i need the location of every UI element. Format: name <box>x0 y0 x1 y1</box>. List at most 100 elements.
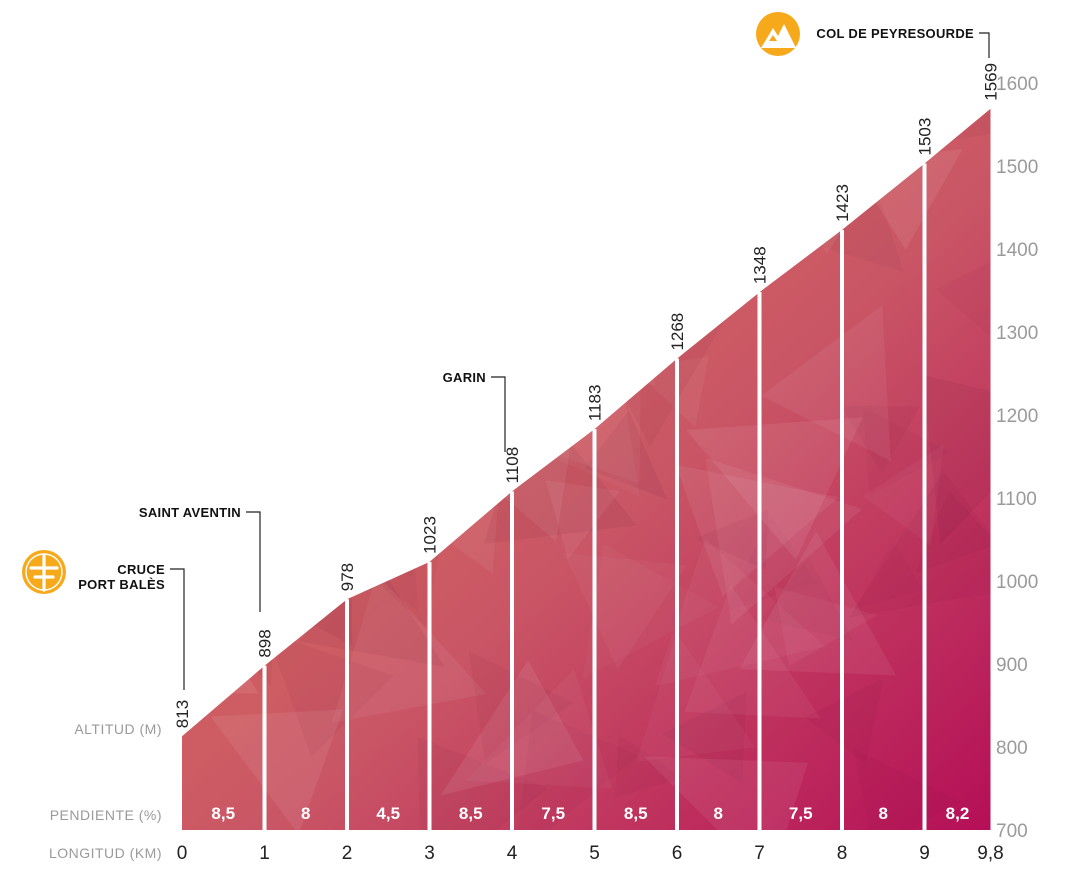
texture-facet <box>268 342 408 442</box>
altitude-value-label: 1108 <box>503 447 522 484</box>
texture-facet <box>935 260 991 341</box>
texture-facet <box>465 108 626 259</box>
altitude-value-label: 898 <box>256 629 275 657</box>
texture-facet <box>922 374 991 544</box>
texture-facet <box>862 406 951 496</box>
texture-facet <box>349 108 474 136</box>
cross-icon <box>22 550 66 594</box>
y-tick-label: 1300 <box>996 323 1038 344</box>
texture-facet <box>761 557 854 642</box>
texture-facet <box>694 509 769 570</box>
altitude-value-label: 1569 <box>982 63 1001 101</box>
texture-facet <box>298 552 445 667</box>
place-annotation: GARIN <box>443 370 506 452</box>
texture-facet <box>582 160 729 312</box>
texture-facet <box>804 678 884 765</box>
x-axis: 0 1 2 3 4 5 6 7 8 9 9,8 <box>177 843 1004 864</box>
texture-facet <box>512 333 642 484</box>
y-tick-label: 800 <box>996 738 1028 759</box>
gradient-value-label: 7,5 <box>789 804 813 823</box>
texture-facet <box>167 260 295 362</box>
x-tick-label: 7 <box>754 843 765 864</box>
texture-facet <box>240 161 336 263</box>
x-tick-label: 2 <box>342 843 353 864</box>
x-tick-label: 6 <box>672 843 683 864</box>
texture-facet <box>376 121 507 260</box>
texture-facet <box>915 490 991 574</box>
altitude-value-label: 1423 <box>833 184 852 222</box>
y-tick-label: 1200 <box>996 406 1038 427</box>
leader-line <box>491 376 506 452</box>
texture-facet <box>352 108 463 203</box>
texture-facet <box>774 586 878 667</box>
texture-facet <box>221 389 327 497</box>
y-tick-label: 700 <box>996 821 1028 842</box>
gradient-value-label: 8,5 <box>624 804 648 823</box>
texture-facet <box>686 417 863 560</box>
profile-fill <box>182 108 991 830</box>
y-tick-label: 1400 <box>996 240 1038 261</box>
x-tick-label: 5 <box>589 843 600 864</box>
leader-line <box>979 32 990 58</box>
texture-facet <box>468 650 574 764</box>
texture-facet <box>236 145 329 218</box>
gradient-value-label: 8,5 <box>459 804 483 823</box>
y-tick-label: 1000 <box>996 572 1038 593</box>
texture-facet <box>349 337 449 461</box>
km-separators <box>262 163 927 830</box>
texture-facet <box>208 376 283 453</box>
texture-facet <box>332 573 487 723</box>
y-tick-label: 1100 <box>996 489 1037 510</box>
texture-facet <box>615 734 683 799</box>
texture-facet <box>319 285 430 384</box>
texture-facet <box>761 305 891 462</box>
texture-facet <box>182 302 261 405</box>
texture-facet <box>675 464 839 597</box>
texture-facet <box>182 213 260 316</box>
y-tick-label: 1500 <box>996 157 1038 178</box>
place-name: SAINT AVENTIN <box>139 505 241 520</box>
altitude-row-label: ALTITUD (M) <box>74 721 162 737</box>
texture-facet <box>577 301 656 386</box>
texture-facet <box>372 247 501 353</box>
texture-facet <box>416 216 521 306</box>
altitude-value-label: 1348 <box>751 246 770 284</box>
texture-facet <box>182 314 240 431</box>
texture-facet <box>255 339 352 425</box>
texture-facet <box>182 439 259 539</box>
place-annotation: COL DE PEYRESOURDE <box>816 26 990 58</box>
texture-facet <box>282 257 426 395</box>
place-annotation: SAINT AVENTIN <box>139 505 261 612</box>
texture-facet <box>289 444 413 578</box>
leader-line <box>170 568 185 690</box>
altitude-value-label: 1023 <box>421 516 440 554</box>
texture-facet <box>705 457 863 625</box>
y-tick-label: 900 <box>996 655 1028 676</box>
leader-line <box>246 511 261 612</box>
texture-facet <box>182 611 259 694</box>
texture-facet <box>840 405 921 473</box>
texture-facet <box>484 158 639 288</box>
texture-facet <box>662 691 747 783</box>
texture-facet <box>684 585 821 719</box>
altitude-value-label: 978 <box>338 563 357 591</box>
gradient-value-label: 8 <box>714 804 723 823</box>
texture-facet <box>523 135 664 241</box>
texture-facet <box>464 240 599 386</box>
x-tick-label: 9,8 <box>977 843 1003 864</box>
distance-row-label: LONGITUD (KM) <box>49 845 162 861</box>
texture-facet <box>237 282 342 398</box>
gradient-value-label: 8 <box>301 804 310 823</box>
gradient-value-label: 8,5 <box>211 804 235 823</box>
y-axis: 700 800 900 1000 1100 1200 1300 1400 1500 1600 <box>996 74 1038 842</box>
texture-facet <box>739 531 896 676</box>
gradient-value-label: 7,5 <box>541 804 565 823</box>
gradient-labels: 8,5 8 4,5 8,5 7,5 8,5 8 7,5 8 8,2 <box>211 804 969 823</box>
mountain-icon <box>756 12 800 56</box>
x-tick-label: 0 <box>177 843 188 864</box>
gradient-value-label: 8 <box>879 804 888 823</box>
texture-facet <box>545 480 620 560</box>
